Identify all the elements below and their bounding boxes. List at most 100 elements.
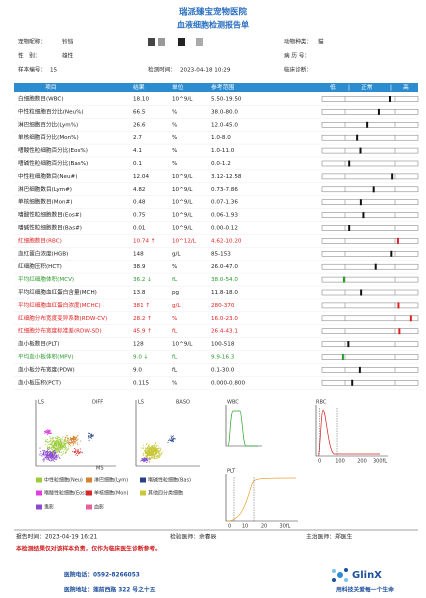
- reference-range: 100-518: [211, 342, 235, 348]
- range-bar: [321, 302, 419, 309]
- scatter-dot: [90, 437, 92, 439]
- scatter-dot: [62, 436, 64, 438]
- result: 10.74 ↑: [133, 237, 155, 244]
- scatter-dot: [148, 461, 150, 463]
- unit: 10^9/L: [172, 97, 193, 103]
- unit: 10^9/L: [172, 174, 193, 180]
- scatter-dot: [59, 451, 61, 453]
- scatter-dot: [153, 456, 155, 458]
- unit: %: [172, 380, 177, 386]
- doctor: 检验医师：余春辰: [170, 533, 217, 541]
- scatter-dot: [58, 456, 60, 458]
- scatter-dot: [44, 449, 46, 452]
- range-marker: [372, 186, 375, 193]
- scatter-dot: [81, 452, 83, 454]
- item-name: 平均红细胞血红蛋白浓度(MCHC): [18, 301, 101, 309]
- scatter-dot: [55, 447, 57, 449]
- scatter-dot: [68, 444, 70, 446]
- scatter-dot: [56, 436, 58, 438]
- result: 148: [133, 251, 144, 257]
- scatter-dot: [158, 456, 161, 458]
- scatter-dot: [73, 451, 75, 453]
- range-bar: [321, 276, 419, 283]
- reference-range: 11.8-18.0: [211, 290, 238, 296]
- scatter-dot: [64, 439, 66, 441]
- scatter-dot: [48, 429, 50, 431]
- scatter-dot: [52, 449, 54, 452]
- scatter-dot: [150, 454, 153, 457]
- range-marker: [360, 289, 363, 296]
- scatter-dot: [145, 443, 148, 446]
- scatter-dot: [54, 442, 57, 444]
- scatter-dot: [172, 438, 174, 440]
- scatter-dot: [53, 448, 55, 450]
- scatter-dot: [142, 454, 144, 457]
- scatter-dot: [150, 446, 152, 448]
- range-marker: [359, 147, 362, 154]
- scatter-dot: [159, 455, 161, 457]
- range-bar: [321, 199, 419, 205]
- scatter-dot: [59, 446, 61, 449]
- scatter-dot: [78, 452, 81, 454]
- item-name: 嗜酸性粒细胞百分比(Eos%): [18, 146, 88, 154]
- scatter-dot: [57, 448, 59, 451]
- scatter-dot: [153, 448, 155, 450]
- scatter-dot: [44, 443, 46, 445]
- scatter-dot: [174, 438, 176, 440]
- scatter-dot: [158, 451, 160, 453]
- axis: [35, 400, 116, 467]
- scatter-dot: [145, 460, 147, 462]
- info: 宠物昵称： 铃铛 动物种类： 猫性 别： 雄性 病 历 号： 样本编号： 15 检测时间： 202…: [18, 38, 324, 74]
- item-name: 红细胞分布宽度变异系数(RDW-CV): [18, 314, 107, 322]
- unit: fL: [172, 367, 178, 373]
- unit: %: [172, 316, 177, 322]
- attending: 主治医师：郑医生: [306, 533, 353, 541]
- scatter-dot: [58, 437, 60, 439]
- scatter-dot: [80, 440, 82, 442]
- scatter-dot: [46, 453, 48, 455]
- scatter-dot: [91, 434, 93, 436]
- result: 381 ↑: [133, 302, 150, 309]
- scatter-dot: [157, 454, 159, 456]
- scatter-dot: [151, 456, 153, 458]
- scatter-dot: [154, 457, 156, 459]
- range-bar: [321, 160, 419, 167]
- scatter-dot: [154, 447, 156, 449]
- scatter-dot: [154, 442, 156, 444]
- scatter-dot: [75, 439, 77, 441]
- range-marker: [341, 354, 344, 360]
- scatter-dot: [158, 455, 160, 457]
- hospital-name: 瑞派臻宝宠物医院: [179, 7, 248, 18]
- scatter-dot: [148, 446, 150, 448]
- scatter-dot: [153, 445, 155, 447]
- scatter-dot: [48, 451, 50, 453]
- scatter-dot: [63, 441, 65, 443]
- plt-title: PLT: [227, 469, 236, 475]
- scatter-dot: [75, 437, 77, 439]
- unit: fL: [172, 329, 178, 335]
- scatter-dot: [155, 449, 157, 451]
- scatter-dot: [149, 458, 151, 460]
- scatter-dot: [54, 451, 56, 453]
- scatter-dot: [147, 445, 149, 447]
- scatter-dot: [146, 455, 148, 457]
- scatter-dot: [48, 431, 50, 433]
- scatter-dot: [171, 441, 173, 443]
- scatter-dot: [51, 458, 53, 461]
- scatter-dot: [54, 455, 56, 457]
- scatter-dot: [149, 452, 151, 454]
- scatter-dot: [78, 453, 80, 455]
- result: 0.1: [133, 161, 142, 167]
- scatter-dot: [56, 442, 58, 444]
- range-bar: [321, 173, 419, 180]
- result: 36.2 ↓: [133, 276, 152, 283]
- legend-label: 血影: [94, 504, 104, 511]
- scatter-dot: [39, 447, 41, 449]
- scale-sep: |: [390, 85, 392, 91]
- scatter-dot: [156, 457, 158, 459]
- scatter-dot: [49, 443, 51, 445]
- scatter-dot: [150, 451, 152, 453]
- scatter-dot: [56, 458, 58, 460]
- range-bar: [321, 289, 419, 296]
